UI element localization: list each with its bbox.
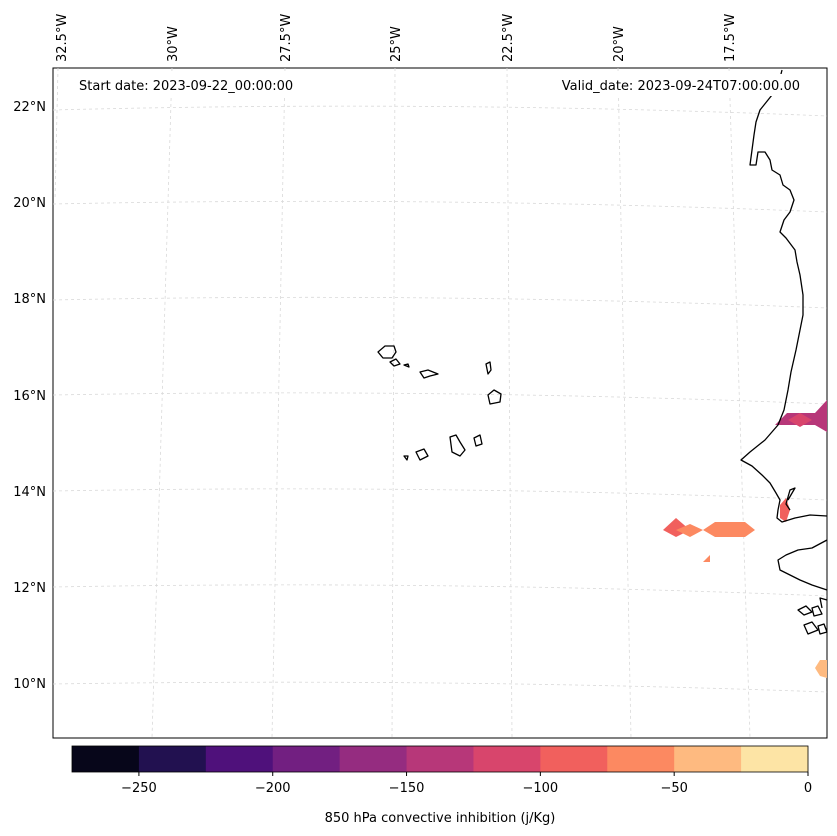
coastline	[377, 69, 828, 635]
colorbar-swatches	[72, 746, 809, 772]
colorbar-swatch-8	[607, 746, 675, 772]
cin-field	[663, 400, 827, 678]
colorbar-swatch-1	[138, 746, 207, 772]
west-africa-coast	[740, 69, 828, 523]
meridian-27-5w	[271, 67, 286, 739]
colorbar-swatch-5	[406, 746, 474, 772]
sao-vicente	[389, 358, 401, 367]
parallel-16n	[52, 392, 828, 405]
parallel-22n	[52, 105, 828, 117]
santiago	[449, 434, 466, 457]
parallel-12n	[52, 584, 828, 597]
colorbar-swatch-3	[272, 746, 341, 772]
cin-cell-offshore-mid	[703, 522, 755, 537]
meridian-20w	[617, 67, 632, 739]
meridian-32-5w	[54, 67, 59, 201]
guinea-bissau-coast	[777, 539, 828, 591]
start-date-label: Start date: 2023-09-22_00:00:00	[79, 79, 293, 94]
lat-label-14n: 14°N	[13, 485, 46, 500]
lat-label-10n: 10°N	[13, 677, 46, 692]
lon-labels: 32.5°W 30°W 27.5°W 25°W 22.5°W 20°W 17.5…	[55, 14, 738, 62]
lat-label-16n: 16°N	[13, 389, 46, 404]
lon-label-27-5w: 27.5°W	[279, 14, 294, 62]
bijagos-1	[797, 605, 813, 616]
lon-label-20w: 20°W	[612, 26, 627, 62]
meridian-30w	[151, 67, 173, 739]
valid-date-bg	[540, 74, 806, 96]
parallel-20n	[52, 200, 828, 213]
fogo	[415, 448, 429, 461]
sao-nicolau	[419, 369, 439, 379]
colorbar-swatch-4	[339, 746, 408, 772]
bijagos-2	[811, 605, 823, 617]
colorbar-swatch-0	[72, 746, 140, 772]
cin-cell-senegal-north-inner	[788, 413, 812, 427]
colorbar: −250 −200 −150 −100 −50 0 850 hPa convective …	[71, 745, 812, 826]
lon-label-25w: 25°W	[389, 26, 404, 62]
santo-antao	[377, 345, 397, 359]
bijagos-4	[817, 623, 828, 635]
parallel-18n	[52, 296, 828, 309]
cin-cell-gambia	[780, 498, 790, 522]
colorbar-tick-label-2: −150	[389, 781, 425, 796]
colorbar-tick-label-0: −250	[121, 781, 157, 796]
lon-label-30w: 30°W	[166, 26, 181, 62]
colorbar-outline	[71, 745, 809, 773]
colorbar-title: 850 hPa convective inhibition (j/Kg)	[325, 811, 556, 826]
bijagos-3	[803, 621, 819, 635]
sal	[485, 361, 492, 375]
lon-label-32-5w: 32.5°W	[55, 14, 70, 62]
lat-label-20n: 20°N	[13, 196, 46, 211]
graticule	[52, 67, 828, 739]
start-date-bg	[74, 74, 312, 96]
meridian-25w	[391, 67, 396, 739]
lon-label-17-5w: 17.5°W	[723, 14, 738, 62]
guinea-coast	[819, 597, 828, 609]
santa-luzia	[403, 363, 410, 368]
valid-date-label: Valid_date: 2023-09-24T07:00:00.00	[562, 79, 800, 94]
gambia-river	[785, 487, 796, 511]
colorbar-tick-label-4: −50	[660, 781, 687, 796]
maio	[473, 434, 483, 447]
colorbar-tick-label-3: −100	[523, 781, 559, 796]
map-frame	[52, 67, 828, 739]
colorbar-swatch-9	[674, 746, 742, 772]
cin-cell-small	[703, 555, 710, 562]
cin-cell-guinea	[815, 660, 827, 678]
colorbar-swatch-10	[741, 746, 809, 772]
parallel-14n	[52, 488, 828, 501]
lat-label-18n: 18°N	[13, 292, 46, 307]
colorbar-swatch-7	[540, 746, 608, 772]
meridian-17-5w	[728, 67, 751, 739]
lat-label-22n: 22°N	[13, 100, 46, 115]
colorbar-tick-label-5: 0	[804, 781, 812, 796]
lat-labels: 22°N 20°N 18°N 16°N 14°N 12°N 10°N	[13, 100, 46, 692]
lat-label-12n: 12°N	[13, 581, 46, 596]
colorbar-ticks: −250 −200 −150 −100 −50 0	[121, 772, 812, 796]
boa-vista	[487, 389, 502, 405]
colorbar-swatch-2	[205, 746, 274, 772]
colorbar-swatch-6	[473, 746, 541, 772]
cin-cell-offshore-west-b	[676, 524, 703, 537]
brava	[403, 455, 409, 461]
parallel-10n	[52, 681, 828, 693]
lon-label-22-5w: 22.5°W	[501, 14, 516, 62]
colorbar-tick-label-1: −200	[255, 781, 291, 796]
meridian-22-5w	[506, 67, 513, 739]
